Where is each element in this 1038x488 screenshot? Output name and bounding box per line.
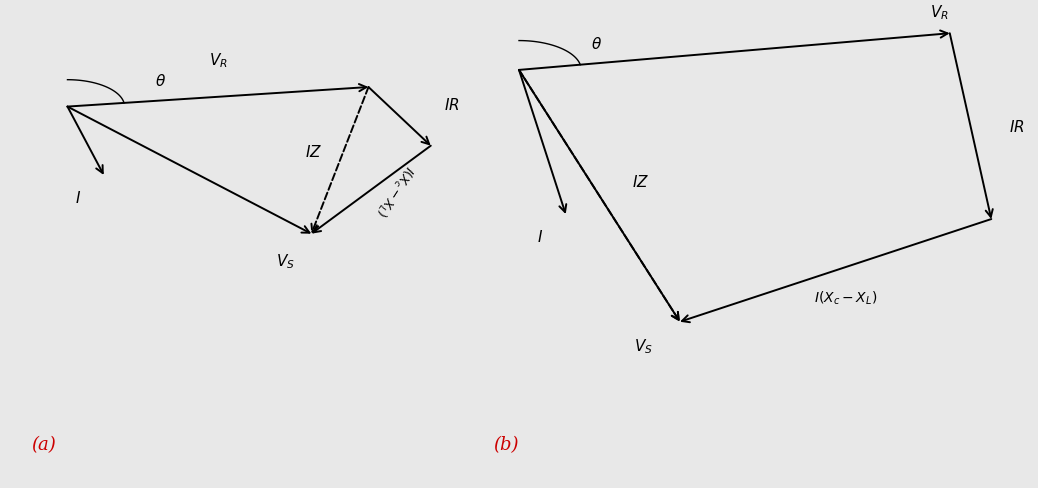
FancyArrowPatch shape [519, 71, 679, 320]
Text: $I$: $I$ [75, 190, 81, 205]
FancyArrowPatch shape [519, 71, 567, 213]
Text: $\theta$: $\theta$ [156, 73, 166, 88]
Text: $V_S$: $V_S$ [276, 252, 295, 270]
FancyArrowPatch shape [519, 31, 948, 71]
Text: $IZ$: $IZ$ [305, 143, 323, 159]
FancyArrowPatch shape [950, 34, 992, 218]
FancyArrowPatch shape [311, 88, 368, 232]
Text: (a): (a) [31, 435, 56, 453]
FancyArrowPatch shape [519, 71, 679, 320]
Text: $V_R$: $V_R$ [209, 52, 227, 70]
FancyArrowPatch shape [682, 220, 991, 323]
FancyArrowPatch shape [67, 107, 103, 174]
Text: $IR$: $IR$ [1009, 119, 1026, 135]
Text: $\theta$: $\theta$ [592, 36, 602, 52]
Text: $I$: $I$ [537, 229, 543, 244]
Text: $I(X_c-X_L)$: $I(X_c-X_L)$ [372, 162, 416, 219]
FancyArrowPatch shape [368, 88, 429, 145]
FancyArrowPatch shape [67, 107, 309, 233]
FancyArrowPatch shape [313, 146, 431, 233]
Text: (b): (b) [493, 435, 519, 453]
Text: $V_R$: $V_R$ [930, 3, 949, 21]
Text: $I(X_c-X_L)$: $I(X_c-X_L)$ [815, 289, 877, 306]
FancyArrowPatch shape [67, 85, 366, 107]
Text: $IZ$: $IZ$ [632, 174, 650, 190]
Text: $V_S$: $V_S$ [634, 336, 653, 355]
Text: $IR$: $IR$ [443, 97, 460, 113]
